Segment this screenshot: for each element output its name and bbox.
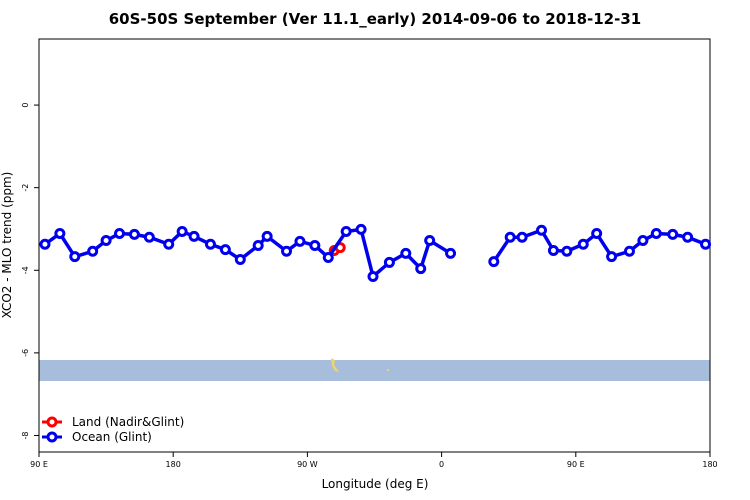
data-point bbox=[682, 231, 694, 243]
data-point bbox=[424, 235, 436, 247]
data-point bbox=[383, 256, 395, 268]
data-point bbox=[322, 251, 334, 263]
x-axis-label: Longitude (deg E) bbox=[322, 477, 429, 491]
data-point bbox=[143, 231, 155, 243]
data-point bbox=[504, 231, 516, 243]
data-point bbox=[69, 251, 81, 263]
data-point bbox=[252, 240, 264, 251]
land-patch bbox=[331, 358, 339, 372]
chart-title: 60S-50S September (Ver 11.1_early) 2014-… bbox=[109, 10, 641, 28]
data-point bbox=[340, 225, 352, 237]
data-point bbox=[188, 230, 200, 242]
data-point bbox=[100, 235, 112, 247]
data-point bbox=[667, 228, 679, 240]
y-tick-label: 0 bbox=[21, 103, 30, 108]
series-line bbox=[43, 227, 452, 280]
data-point bbox=[261, 230, 273, 242]
y-tick-label: -4 bbox=[21, 266, 30, 274]
y-axis-label: XCO2 - MLO trend (ppm) bbox=[0, 172, 14, 319]
x-tick-label: 180 bbox=[702, 460, 717, 469]
data-point bbox=[87, 245, 99, 257]
x-tick-label: 90 W bbox=[297, 460, 318, 469]
data-point bbox=[561, 245, 573, 257]
y-tick-label: -6 bbox=[21, 349, 30, 357]
data-point bbox=[488, 256, 500, 268]
data-point bbox=[234, 254, 246, 266]
data-point bbox=[400, 247, 412, 259]
legend-label: Ocean (Glint) bbox=[72, 430, 152, 444]
data-point bbox=[204, 238, 216, 250]
data-point bbox=[577, 238, 589, 250]
data-point bbox=[54, 228, 66, 240]
data-point bbox=[114, 228, 126, 240]
data-point bbox=[281, 245, 293, 257]
data-point bbox=[516, 231, 528, 243]
x-tick-label: 90 E bbox=[30, 460, 48, 469]
y-tick-label: -2 bbox=[21, 184, 30, 192]
legend-label: Land (Nadir&Glint) bbox=[72, 415, 184, 429]
data-point bbox=[367, 270, 379, 282]
x-tick-label: 0 bbox=[439, 460, 444, 469]
data-point bbox=[415, 263, 427, 275]
data-point bbox=[128, 228, 140, 240]
legend-marker bbox=[46, 416, 58, 428]
data-point bbox=[39, 238, 51, 250]
x-tick-label: 180 bbox=[166, 460, 181, 469]
x-tick-label: 90 E bbox=[567, 460, 585, 469]
data-point bbox=[309, 240, 321, 251]
data-point bbox=[294, 235, 306, 247]
y-tick-label: -8 bbox=[21, 431, 30, 439]
data-point bbox=[355, 223, 367, 235]
land-patch bbox=[387, 369, 389, 371]
data-point bbox=[623, 245, 635, 257]
map-band bbox=[39, 360, 710, 381]
data-point bbox=[445, 247, 457, 259]
data-point bbox=[219, 244, 231, 256]
data-point bbox=[591, 228, 603, 240]
plot-frame bbox=[38, 38, 711, 453]
data-point bbox=[606, 251, 618, 263]
legend-marker bbox=[46, 431, 58, 443]
data-point bbox=[163, 238, 175, 250]
data-point bbox=[547, 244, 559, 256]
data-point bbox=[536, 224, 548, 236]
data-point bbox=[637, 235, 649, 247]
data-point bbox=[700, 238, 712, 250]
data-point bbox=[176, 225, 188, 237]
data-point bbox=[650, 228, 662, 240]
